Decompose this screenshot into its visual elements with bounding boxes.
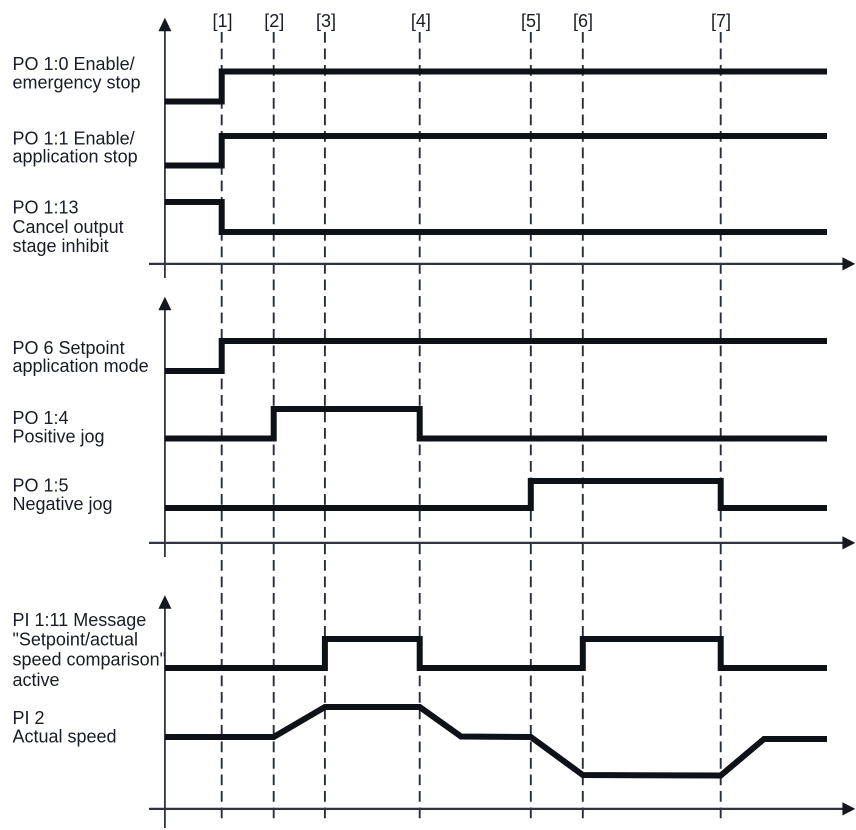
svg-text:[5]: [5]: [521, 11, 541, 31]
svg-text:PI 2: PI 2: [13, 708, 45, 728]
svg-text:application mode: application mode: [13, 356, 149, 376]
svg-text:[1]: [1]: [212, 11, 232, 31]
svg-text:Negative jog: Negative jog: [13, 494, 113, 514]
svg-text:[7]: [7]: [711, 11, 731, 31]
svg-text:application stop: application stop: [13, 147, 138, 167]
svg-text:PI 1:11 Message: PI 1:11 Message: [13, 610, 147, 630]
svg-text:PO 1:4: PO 1:4: [13, 408, 69, 428]
svg-text:[2]: [2]: [264, 11, 284, 31]
svg-text:emergency stop: emergency stop: [13, 72, 141, 92]
svg-text:PO 6 Setpoint: PO 6 Setpoint: [13, 338, 125, 358]
svg-text:"Setpoint/actual: "Setpoint/actual: [13, 630, 138, 650]
svg-text:PO 1:5: PO 1:5: [13, 475, 69, 495]
svg-text:[6]: [6]: [573, 11, 593, 31]
svg-text:Cancel output: Cancel output: [13, 217, 124, 237]
svg-text:PO 1:0 Enable/: PO 1:0 Enable/: [13, 54, 135, 74]
svg-text:stage inhibit: stage inhibit: [13, 236, 109, 256]
svg-text:Actual speed: Actual speed: [13, 727, 117, 747]
svg-text:[3]: [3]: [316, 11, 336, 31]
svg-text:speed comparison": speed comparison": [13, 649, 166, 669]
svg-text:[4]: [4]: [411, 11, 431, 31]
svg-text:PO 1:13: PO 1:13: [13, 198, 79, 218]
svg-text:Positive jog: Positive jog: [13, 427, 105, 447]
svg-text:PO 1:1 Enable/: PO 1:1 Enable/: [13, 129, 135, 149]
svg-text:active: active: [13, 670, 60, 690]
